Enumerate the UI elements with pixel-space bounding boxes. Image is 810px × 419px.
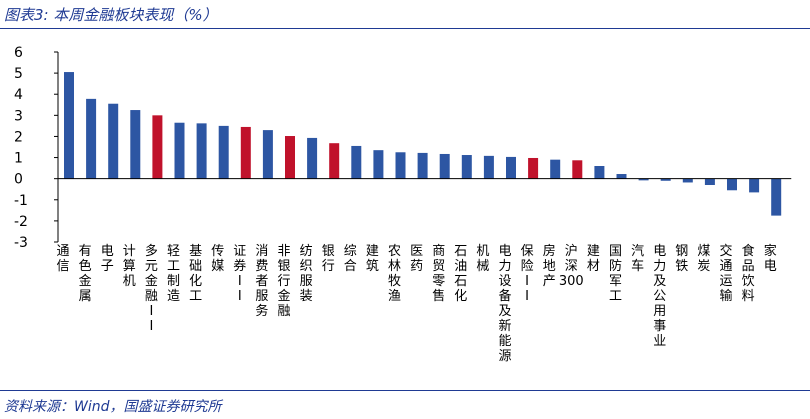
y-axis: 6 5 4 3 2 1 0 -1 -2 -3 (14, 45, 59, 251)
bar (616, 174, 627, 179)
bar (506, 156, 516, 179)
bar (395, 152, 406, 179)
bar (749, 178, 760, 193)
x-tick-label: 农林牧渔 (388, 244, 401, 304)
x-tick-label: 多元金融 I I (145, 243, 158, 334)
bar (130, 110, 141, 179)
bar (240, 126, 251, 179)
bar (285, 136, 295, 179)
x-tick-label: 电子 (101, 244, 114, 274)
x-tick-label: 综合 (344, 244, 357, 274)
x-tick-label: 煤炭 (697, 244, 710, 274)
bar (417, 152, 428, 179)
bar (704, 178, 715, 185)
y-tick-label: 2 (14, 129, 23, 145)
y-tick-label: 1 (14, 151, 23, 167)
bar (439, 153, 450, 179)
bar (638, 178, 649, 181)
bar (727, 178, 737, 191)
bar (483, 155, 494, 179)
y-tick-label: 3 (14, 108, 23, 124)
bar (351, 145, 362, 179)
x-tick-label: 轻工制造 (167, 244, 180, 304)
x-tick-label: 非银行金融 (277, 244, 290, 319)
footer-rule (0, 390, 810, 391)
bar (64, 72, 74, 179)
y-tick-label: 5 (14, 66, 23, 82)
x-tick-label: 计算机 (123, 244, 136, 289)
bar (174, 122, 185, 179)
bar (572, 160, 583, 179)
bar (373, 150, 384, 179)
x-tick-label: 建筑 (366, 244, 379, 274)
x-tick-label: 银行 (322, 244, 335, 274)
y-tick-label: -1 (14, 193, 28, 209)
x-tick-label: 汽车 (631, 244, 644, 274)
x-tick-label: 通信 (56, 244, 69, 274)
x-tick-label: 商贸零售 (432, 244, 445, 304)
x-tick-label: 纺织服装 (300, 244, 313, 304)
x-tick-label: 钢铁 (675, 244, 688, 274)
bar (329, 143, 340, 179)
bar (594, 166, 605, 179)
y-tick-label: 6 (14, 45, 23, 61)
bar (86, 98, 97, 179)
bar (307, 137, 318, 179)
y-tick-label: 4 (14, 87, 23, 103)
y-tick-label: -3 (14, 235, 28, 251)
x-tick-label: 建材 (587, 244, 600, 274)
y-tick-label: 0 (14, 172, 23, 188)
x-tick-label: 沪深 300 (559, 243, 584, 289)
x-tick-label: 电力及公用事业 (653, 244, 666, 349)
chart-title: 图表3: 本周金融板块表现（%） (4, 6, 218, 24)
x-tick-label: 家电 (764, 243, 777, 274)
chart-header: 图表3: 本周金融板块表现（%） (0, 0, 810, 30)
x-tick-label: 食品饮料 (742, 243, 755, 304)
header-rule (0, 28, 810, 29)
x-tick-label: 房地产 (543, 243, 556, 289)
bar (550, 159, 561, 179)
bar (218, 125, 229, 179)
x-tick-label: 石油石化 (454, 244, 467, 304)
x-tick-label: 有色金属 (79, 244, 92, 304)
bar (771, 178, 782, 216)
bar (660, 178, 671, 181)
bars (64, 72, 782, 216)
y-tick-label: -2 (14, 214, 28, 230)
bar (196, 123, 207, 179)
bar (108, 103, 119, 179)
bar (152, 115, 163, 179)
bar (262, 130, 273, 179)
x-tick-label: 消费者服务 (255, 244, 268, 319)
source-note: 资料来源：Wind，国盛证券研究所 (4, 399, 222, 415)
x-tick-label: 机械 (476, 244, 489, 274)
x-tick-label: 传媒 (211, 244, 224, 274)
x-tick-label: 证券 I I (233, 244, 246, 304)
x-tick-label: 医药 (410, 244, 423, 274)
bar (682, 178, 693, 183)
x-tick-label: 保险 I I (521, 244, 534, 304)
bar (528, 157, 539, 179)
x-tick-label: 国防军工 (609, 244, 622, 304)
chart-footer: 资料来源：Wind，国盛证券研究所 (0, 390, 810, 419)
x-tick-label: 交通运输 (719, 243, 732, 304)
x-tick-label: 电力设备及新能源 (498, 244, 511, 364)
x-tick-label: 基础化工 (189, 244, 202, 304)
bar (461, 155, 472, 179)
